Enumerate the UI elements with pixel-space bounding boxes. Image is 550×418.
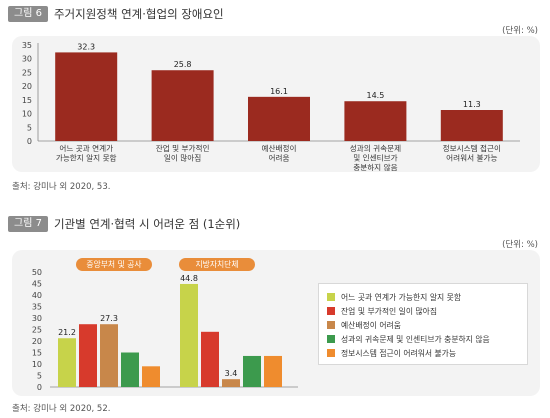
y-tick-label: 0	[37, 383, 42, 392]
y-tick-label: 50	[32, 268, 42, 277]
x-category-label: 예산배정이 어려움	[262, 143, 297, 163]
bar	[55, 52, 118, 141]
y-tick-label: 30	[32, 314, 42, 323]
legend-item: 정보시스템 접근이 어려워서 불가능	[327, 346, 519, 360]
figure7-source: 출처: 강미나 외 2020, 52.	[12, 404, 111, 414]
figure6-unit: (단위: %)	[502, 26, 538, 36]
bar-value-label: 16.1	[270, 87, 288, 96]
figure7-header: 그림 7 기관별 연계·협력 시 어려운 점 (1순위)	[8, 216, 240, 232]
bar	[58, 338, 76, 387]
x-category-label: 잔업 및 부가적인 일이 많아짐	[156, 143, 210, 163]
x-category-label: 어느 곳과 연계가 가능한지 알지 못함	[56, 143, 117, 163]
y-tick-label: 25	[22, 68, 32, 77]
figure7-unit: (단위: %)	[502, 240, 538, 250]
y-tick-label: 20	[22, 82, 32, 91]
x-category-label: 정보시스템 접근이 어려워서 불가능	[443, 143, 501, 163]
legend-label: 어느 곳과 연계가 가능한지 알지 못함	[341, 292, 461, 302]
y-tick-label: 15	[22, 96, 32, 105]
figure6-tag: 그림 6	[8, 6, 48, 22]
bar-value-label: 3.4	[225, 369, 238, 378]
y-tick-label: 35	[22, 41, 32, 50]
bar	[79, 324, 97, 387]
bar	[201, 331, 219, 387]
figure7-legend: 어느 곳과 연계가 가능한지 알지 못함 잔업 및 부가적인 일이 많아짐 예산…	[318, 283, 528, 365]
bar	[344, 101, 407, 141]
bar-value-label: 27.3	[100, 314, 118, 323]
figure6-title: 주거지원정책 연계·협업의 장애요인	[53, 7, 224, 21]
bar-value-label: 25.8	[174, 60, 192, 69]
legend-swatch	[327, 307, 335, 315]
figure7-tag: 그림 7	[8, 216, 48, 232]
legend-swatch	[327, 321, 335, 329]
bar-value-label: 32.3	[77, 42, 95, 51]
bar-value-label: 11.3	[463, 100, 481, 109]
legend-item: 잔업 및 부가적인 일이 많아짐	[327, 304, 519, 318]
bar	[151, 70, 214, 141]
y-tick-label: 5	[37, 372, 42, 381]
y-tick-label: 10	[32, 360, 42, 369]
bar	[180, 283, 198, 387]
bar	[248, 96, 310, 141]
bar	[222, 379, 240, 387]
legend-label: 성과의 귀속문제 및 인센티브가 충분하지 않음	[341, 334, 490, 344]
y-tick-label: 35	[32, 303, 42, 312]
bar	[142, 366, 160, 387]
y-tick-label: 15	[32, 349, 42, 358]
figure7-group-label-central: 중앙부처 및 공사	[76, 258, 152, 271]
bar	[440, 110, 503, 141]
y-tick-label: 30	[22, 55, 32, 64]
bar	[100, 324, 118, 387]
x-category-label: 성과의 귀속문제 및 인센티브가 충분하지 않음	[350, 143, 401, 172]
figure7-title: 기관별 연계·협력 시 어려운 점 (1순위)	[53, 217, 241, 231]
y-tick-label: 10	[22, 110, 32, 119]
legend-item: 성과의 귀속문제 및 인센티브가 충분하지 않음	[327, 332, 519, 346]
bar-value-label: 21.2	[58, 328, 76, 337]
figure6-chart: 0 5 10 15 20 25 30 35 32.3 어느 곳과 연계가 가능한지 알지 못함 25.…	[22, 41, 520, 172]
y-tick-label: 20	[32, 337, 42, 346]
figure7-group-label-local: 지방자치단체	[179, 258, 255, 271]
legend-label: 예산배정이 어려움	[341, 320, 401, 330]
y-tick-label: 40	[32, 291, 42, 300]
legend-swatch	[327, 293, 335, 301]
bar	[243, 355, 261, 387]
bar	[264, 355, 282, 387]
bar-value-label: 44.8	[180, 274, 198, 283]
legend-swatch	[327, 335, 335, 343]
figure6-source: 출처: 강미나 외 2020, 53.	[12, 182, 111, 192]
y-tick-label: 25	[32, 326, 42, 335]
figure6-header: 그림 6 주거지원정책 연계·협업의 장애요인	[8, 6, 224, 22]
bar-value-label: 14.5	[366, 91, 384, 100]
legend-label: 정보시스템 접근이 어려워서 불가능	[341, 348, 457, 358]
y-tick-label: 5	[27, 123, 32, 132]
legend-swatch	[327, 349, 335, 357]
legend-item: 어느 곳과 연계가 가능한지 알지 못함	[327, 290, 519, 304]
y-tick-label: 0	[27, 137, 32, 146]
y-tick-label: 45	[32, 280, 42, 289]
bar	[121, 352, 139, 387]
legend-item: 예산배정이 어려움	[327, 318, 519, 332]
legend-label: 잔업 및 부가적인 일이 많아짐	[341, 306, 437, 316]
